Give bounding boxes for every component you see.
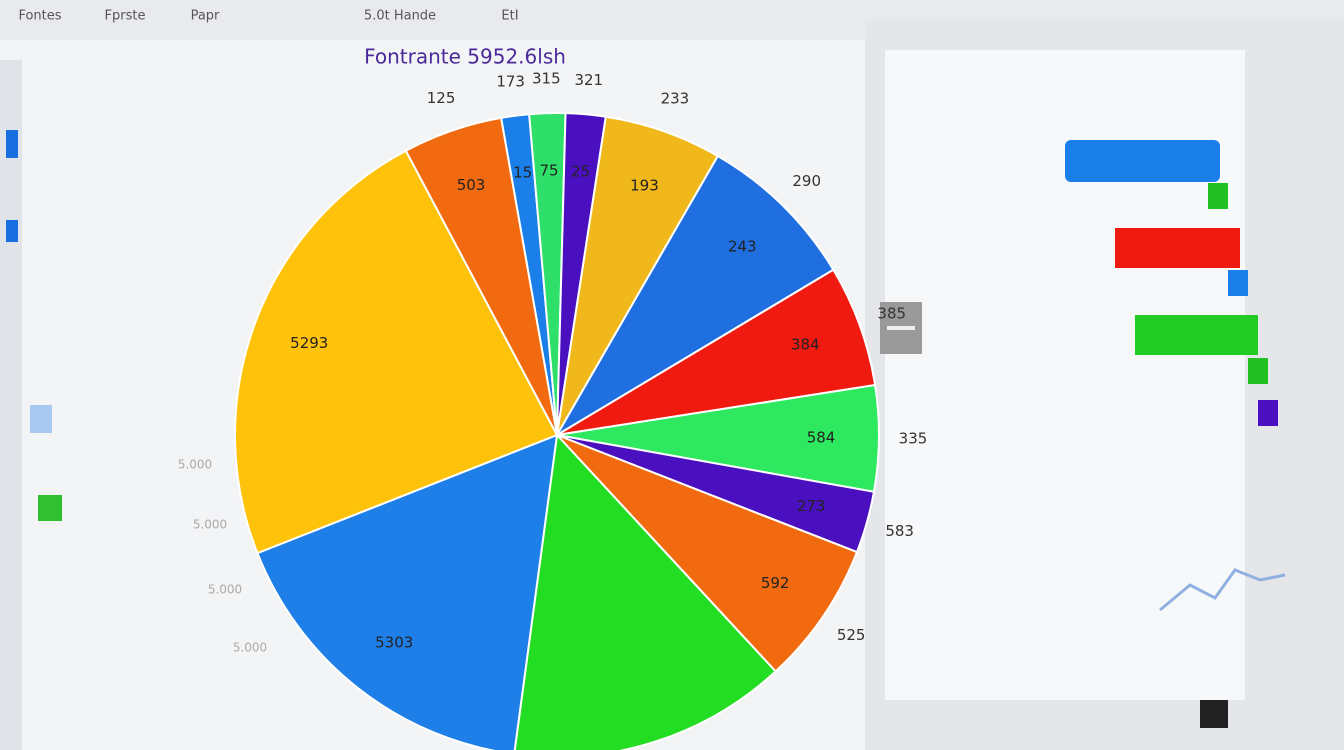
outer-label: 290: [792, 172, 821, 190]
tab-label: EtI: [501, 9, 518, 24]
inner-label: 503: [457, 176, 486, 194]
panel-bar: [1208, 183, 1228, 209]
inner-label: 193: [630, 176, 659, 194]
pie-slice: [256, 433, 559, 750]
pie-slice: [554, 154, 835, 438]
inner-label: 592: [761, 574, 790, 592]
inner-label: 15: [513, 164, 532, 182]
tab-label: Fprste: [105, 9, 146, 24]
pie-slice: [556, 268, 877, 436]
outer-label: 125: [427, 89, 456, 107]
inner-label: 243: [728, 237, 757, 255]
inner-label: 584: [807, 428, 836, 446]
panel-bar: [1258, 400, 1278, 426]
outer-label: 583: [885, 522, 914, 540]
outer-label: 233: [661, 90, 690, 108]
pie-slice: [556, 434, 859, 673]
pie-slice: [234, 149, 559, 555]
panel-bar: [1228, 270, 1248, 296]
panel-bar: [1115, 228, 1240, 268]
outer-label: 335: [899, 429, 928, 447]
side-label: 5.000: [193, 518, 227, 532]
outer-label: 385: [877, 304, 906, 322]
pie-slice: [513, 432, 778, 750]
rail-icon: [6, 130, 18, 158]
collapse-icon: [887, 326, 915, 330]
panel-button[interactable]: [1200, 700, 1228, 728]
inner-label: 384: [791, 336, 820, 354]
tab-label: Fontes: [18, 9, 61, 24]
panel-sparkline: [1159, 568, 1286, 612]
panel-bar: [1248, 358, 1268, 384]
inner-label: 5303: [375, 633, 413, 651]
tab-label: 5.0t Hande: [364, 9, 436, 24]
inner-label: 75: [540, 162, 559, 180]
outer-label: 525: [837, 626, 866, 644]
rail-icon: [38, 495, 62, 521]
outer-label: 173: [496, 73, 525, 91]
left-rail: [0, 60, 22, 750]
inner-label: 5293: [290, 334, 328, 352]
inner-label: 25: [571, 163, 590, 181]
side-label: 5.000: [233, 641, 267, 655]
tab-label: Papr: [191, 9, 220, 24]
panel-bar: [1065, 140, 1220, 182]
side-label: 5.000: [208, 583, 242, 597]
inner-label: 273: [797, 497, 826, 515]
rail-icon: [6, 220, 18, 242]
outer-label: 321: [574, 71, 603, 89]
chart-title: Fontrante 5952.6lsh: [364, 45, 566, 69]
panel-bar: [1135, 315, 1258, 355]
pie-slice: [404, 116, 558, 436]
outer-label: 315: [532, 70, 561, 88]
side-label: 5.000: [178, 458, 212, 472]
rail-icon: [30, 405, 52, 433]
